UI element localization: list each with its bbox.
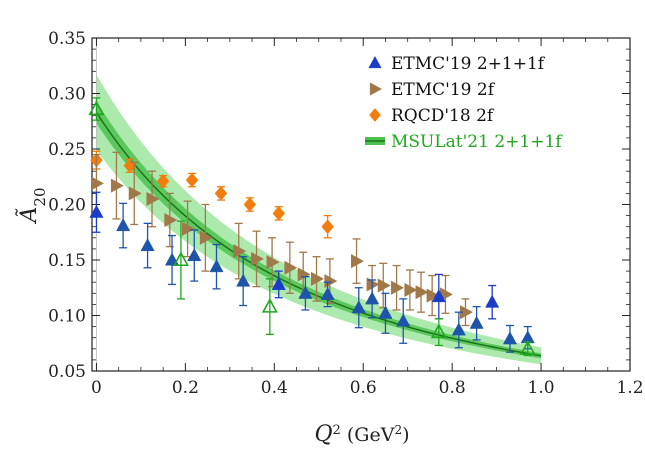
- error-bar: [434, 318, 443, 347]
- y-axis-title: Ã20: [14, 188, 49, 225]
- y-axis-title-sub: 20: [31, 188, 49, 207]
- fit-band-layer: [95, 74, 542, 365]
- axes-layer: [91, 37, 631, 372]
- data-point: [233, 244, 247, 259]
- fit-central-line: [95, 112, 542, 357]
- data-point: [90, 176, 104, 191]
- data-point: [187, 248, 202, 262]
- data-point: [324, 274, 338, 289]
- x-axis-title-unit: (GeV: [341, 424, 395, 446]
- data-point: [116, 218, 131, 232]
- legend-item: ETMC'19 2f: [369, 80, 496, 100]
- data-point: [485, 294, 500, 308]
- data-point: [377, 278, 391, 293]
- error-bar: [176, 220, 185, 300]
- data-point: [451, 322, 466, 336]
- error-bar: [265, 278, 274, 336]
- data-point: [404, 282, 418, 298]
- data-point: [156, 173, 170, 189]
- data-point: [430, 323, 447, 339]
- legend-swatch: [369, 82, 383, 96]
- data-point: [320, 286, 335, 300]
- data-point: [396, 313, 411, 327]
- x-axis-title: Q2 (GeV2): [315, 422, 410, 447]
- legend-label: MSULat'21 2+1+1f: [391, 132, 563, 152]
- y-tick-label: 0.10: [48, 307, 86, 327]
- x-tick-label: 0.4: [261, 378, 288, 398]
- data-point: [351, 254, 365, 269]
- data-point: [89, 204, 104, 218]
- data-point: [469, 315, 484, 329]
- x-axis-title-unit-close: ): [402, 424, 409, 446]
- data-point: [243, 197, 257, 212]
- legend-swatch: [365, 137, 385, 145]
- data-point: [88, 100, 105, 116]
- tick-label-layer: 0 0.2 0.4 0.6 0.8 1.0 1.2 0.05 0.10 0.15 0.20 0.25 0…: [48, 29, 643, 398]
- legend-swatch: [369, 108, 381, 122]
- data-point: [271, 276, 286, 290]
- y-axis-title-main: Ã: [14, 207, 42, 225]
- series-1: [90, 151, 474, 327]
- data-point: [415, 285, 429, 300]
- data-point: [297, 267, 311, 282]
- legend-item: RQCD'18 2f: [369, 106, 495, 126]
- legend-item: MSULat'21 2+1+1f: [365, 132, 563, 152]
- data-point: [378, 305, 393, 319]
- y-tick-label: 0.30: [48, 85, 86, 105]
- data-point: [519, 340, 536, 355]
- data-point: [172, 251, 189, 267]
- x-axis-title-sup: 2: [333, 423, 341, 438]
- data-point: [199, 230, 213, 245]
- data-point: [311, 271, 325, 286]
- legend-label: ETMC'19 2f: [391, 80, 496, 100]
- series-0: [89, 191, 535, 353]
- y-tick-label: 0.25: [48, 140, 86, 160]
- data-point: [182, 221, 196, 236]
- data-point: [391, 280, 405, 295]
- data-point: [214, 186, 228, 201]
- data-layer: [88, 97, 536, 357]
- data-point: [110, 178, 124, 193]
- data-point: [502, 331, 518, 345]
- x-tick-label: 0: [91, 378, 102, 398]
- data-point: [209, 259, 224, 273]
- data-point: [185, 172, 199, 188]
- data-point: [321, 219, 334, 235]
- legend-item: ETMC'19 2+1+1f: [368, 54, 546, 74]
- data-point: [266, 255, 280, 270]
- data-point: [284, 260, 298, 275]
- data-point: [140, 238, 155, 252]
- data-point: [251, 251, 265, 266]
- data-point: [272, 205, 286, 221]
- legend-label: ETMC'19 2+1+1f: [391, 54, 546, 74]
- x-axis-title-unit-sup: 2: [394, 423, 402, 437]
- data-point: [164, 252, 180, 266]
- x-tick-label: 1.0: [528, 378, 555, 398]
- data-point: [431, 289, 446, 303]
- data-point: [164, 212, 178, 228]
- data-point: [365, 291, 380, 305]
- data-point: [298, 285, 313, 299]
- series-3: [88, 97, 536, 357]
- y-tick-label: 0.15: [48, 251, 86, 271]
- x-tick-label: 0.2: [172, 378, 199, 398]
- data-point: [261, 297, 278, 313]
- data-point: [128, 186, 142, 201]
- x-tick-label: 0.8: [439, 378, 466, 398]
- legend-swatch: [368, 55, 382, 69]
- legend: ETMC'19 2+1+1f ETMC'19 2f RQCD'18 2f MSULat…: [365, 54, 563, 152]
- y-tick-label: 0.05: [48, 362, 86, 382]
- data-point: [351, 300, 366, 314]
- data-point: [366, 277, 380, 292]
- data-point: [236, 273, 251, 287]
- x-tick-label: 0.6: [350, 378, 377, 398]
- y-tick-label: 0.20: [48, 196, 86, 216]
- data-point: [426, 288, 440, 303]
- x-axis-title-main: Q: [315, 422, 333, 447]
- y-tick-label: 0.35: [48, 29, 86, 49]
- legend-label: RQCD'18 2f: [391, 106, 495, 126]
- data-point: [146, 191, 160, 207]
- x-tick-label: 1.2: [616, 378, 643, 398]
